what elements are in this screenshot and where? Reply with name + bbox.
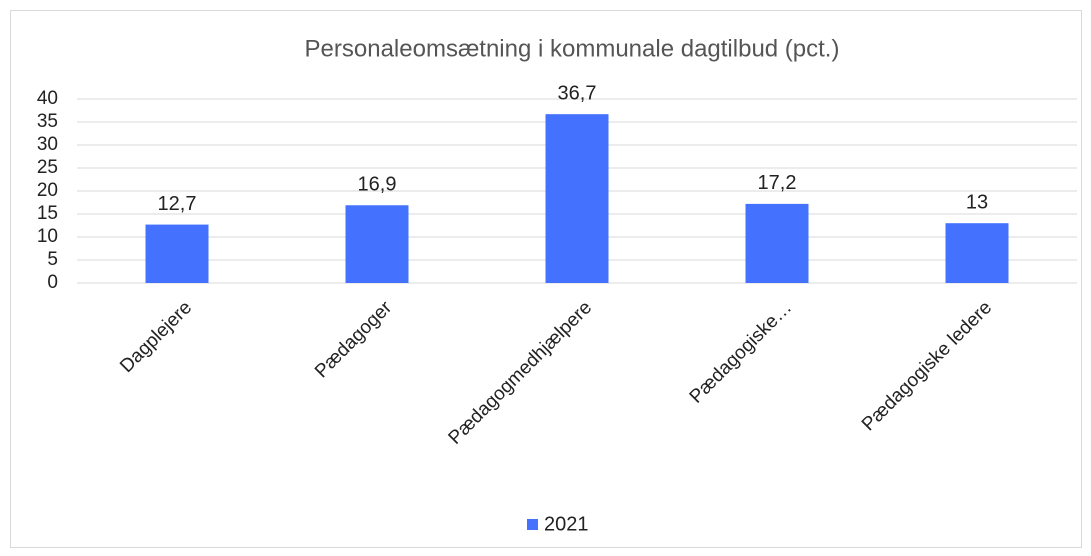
- data-label: 16,9: [358, 174, 397, 196]
- chart-title: Personaleomsætning i kommunale dagtilbud…: [305, 35, 840, 62]
- bar: [545, 114, 609, 284]
- y-tick-label: 30: [37, 134, 58, 155]
- y-tick-label: 5: [47, 249, 58, 270]
- y-tick-label: 0: [47, 272, 58, 293]
- bar: [945, 223, 1009, 283]
- y-tick-label: 40: [37, 88, 58, 109]
- data-label: 12,7: [158, 193, 197, 215]
- bar: [745, 203, 809, 283]
- data-label: 36,7: [558, 82, 597, 104]
- y-tick-label: 25: [37, 157, 58, 178]
- data-label: 13: [966, 191, 988, 213]
- y-tick-label: 20: [37, 180, 58, 201]
- y-tick-label: 10: [37, 226, 58, 247]
- y-tick-label: 15: [37, 203, 58, 224]
- y-tick-label: 35: [37, 111, 58, 132]
- bar: [345, 205, 409, 283]
- data-label: 17,2: [758, 172, 797, 194]
- bar: [145, 224, 209, 283]
- legend-label: 2021: [544, 513, 589, 535]
- legend-swatch: [527, 519, 538, 530]
